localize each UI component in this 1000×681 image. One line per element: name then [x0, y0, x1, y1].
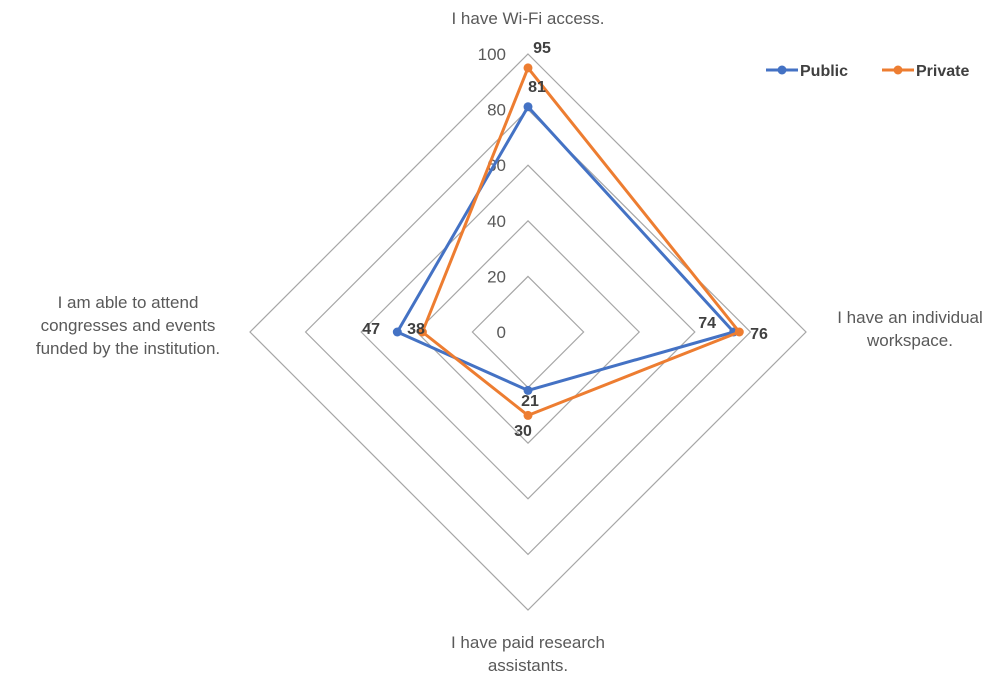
category-label-1: I have an individual workspace.: [837, 308, 983, 350]
legend-label-public: Public: [800, 63, 848, 80]
data-label-private-2: 30: [514, 423, 532, 440]
point-private-0: [523, 63, 533, 73]
point-public-2: [523, 385, 533, 395]
data-label-public-3: 47: [362, 321, 380, 338]
tick-label-40: 40: [487, 212, 506, 231]
category-label-3-line-2: funded by the institution.: [36, 339, 220, 358]
tick-label-20: 20: [487, 267, 506, 286]
point-public-3: [392, 327, 402, 337]
category-label-2-line-1: assistants.: [488, 656, 568, 675]
grid-ring-60: [360, 164, 696, 500]
category-label-3-line-0: I am able to attend: [58, 293, 199, 312]
grid-ring-20: [471, 275, 585, 389]
data-label-public-1: 74: [698, 315, 716, 332]
category-label-1-line-1: workspace.: [866, 331, 953, 350]
series-group: [392, 63, 744, 420]
data-label-public-0: 81: [528, 79, 546, 96]
category-label-2: I have paid research assistants.: [451, 633, 605, 675]
legend-label-private: Private: [916, 63, 969, 80]
legend-marker-public: [777, 65, 787, 75]
series-line-public: [395, 105, 736, 392]
legend: Public Private: [766, 63, 969, 80]
data-label-public-2: 21: [521, 393, 539, 410]
data-label-private-0: 95: [533, 40, 551, 57]
category-label-0-line-0: I have Wi-Fi access.: [451, 9, 604, 28]
category-label-3: I am able to attend congresses and events…: [36, 293, 220, 358]
tick-label-100: 100: [478, 45, 506, 64]
data-label-private-3: 38: [407, 321, 425, 338]
tick-label-80: 80: [487, 101, 506, 120]
data-labels: 81 74 21 47 95 76 30 38: [362, 40, 768, 440]
point-private-1: [734, 327, 744, 337]
category-label-3-line-1: congresses and events: [41, 316, 216, 335]
point-public-0: [523, 102, 533, 112]
category-labels: I have Wi-Fi access. I have an individual…: [36, 9, 983, 675]
category-label-0: I have Wi-Fi access.: [451, 9, 604, 28]
grid-ring-40: [415, 219, 641, 445]
grid-ring-100: [249, 53, 807, 611]
point-private-2: [523, 410, 533, 420]
radar-grid: [249, 53, 807, 611]
category-label-1-line-0: I have an individual: [837, 308, 983, 327]
grid-ring-80: [304, 108, 752, 556]
data-label-private-1: 76: [750, 326, 768, 343]
point-private-3: [417, 327, 427, 337]
category-label-2-line-0: I have paid research: [451, 633, 605, 652]
tick-label-0: 0: [497, 323, 506, 342]
legend-marker-private: [893, 65, 903, 75]
